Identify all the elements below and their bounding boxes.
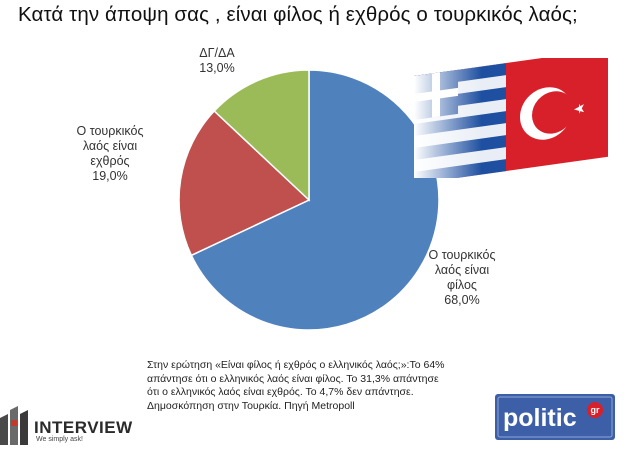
slice-label-enemy-line-0: Ο τουρκικός <box>76 124 144 138</box>
pie-slice-friend <box>190 69 440 331</box>
pie-slice-dk <box>213 69 310 202</box>
interview-logo-text: INTERVIEW <box>34 418 133 437</box>
slice-label-friend-line-1: λαός είναι <box>434 263 490 277</box>
note-line-0: Στην ερώτηση «Είναι φίλος ή εχθρός ο ελλ… <box>147 359 445 371</box>
note-line-2: ότι ο ελληνικός λαός είναι εχθρός. Το 4,… <box>147 386 414 398</box>
greek-turkish-flag-image <box>414 58 608 178</box>
slice-label-dk-line-0: ΔΓ/ΔΑ <box>199 46 235 60</box>
interview-logo-icon <box>0 406 28 445</box>
slice-label-friend-line-2: φίλος <box>447 278 477 292</box>
page-title: Κατά την άποψη σας , είναι φίλος ή εχθρό… <box>18 3 578 26</box>
slice-label-friend: Ο τουρκικός λαός είναι φίλος 68,0% <box>412 248 512 308</box>
interview-tagline: We simply ask! <box>36 436 83 443</box>
slice-label-enemy: Ο τουρκικός λαός είναι εχθρός 19,0% <box>60 124 160 184</box>
slice-label-enemy-value: 19,0% <box>92 169 128 183</box>
politic-logo-text: politic <box>503 404 577 432</box>
note-line-3: Δημοσκόπηση στην Τουρκία. Πηγή Metropoll <box>147 399 355 412</box>
slice-label-enemy-line-1: λαός είναι <box>82 139 138 153</box>
slice-label-friend-value: 68,0% <box>444 293 480 307</box>
slice-label-dk-value: 13,0% <box>199 61 235 75</box>
note-line-1: απάντησε ότι ο ελληνικός λαός είναι φίλο… <box>147 372 439 385</box>
slice-label-dk: ΔΓ/ΔΑ 13,0% <box>172 46 262 76</box>
source-note: Στην ερώτηση «Είναι φίλος ή εχθρός ο ελλ… <box>147 359 487 413</box>
slice-label-friend-line-0: Ο τουρκικός <box>428 248 496 262</box>
pie-slice-enemy <box>178 109 311 257</box>
slice-label-enemy-line-2: εχθρός <box>90 154 130 168</box>
politic-logo: politic gr <box>495 394 615 440</box>
politic-logo-suffix: gr <box>591 405 600 415</box>
